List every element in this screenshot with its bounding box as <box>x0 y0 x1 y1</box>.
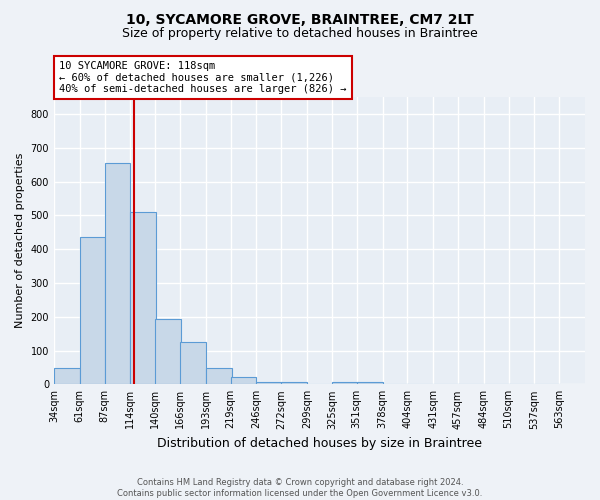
Bar <box>155 320 181 384</box>
Bar <box>104 163 130 384</box>
Bar <box>281 382 307 384</box>
Bar <box>80 238 106 384</box>
X-axis label: Distribution of detached houses by size in Braintree: Distribution of detached houses by size … <box>157 437 482 450</box>
Bar <box>332 382 358 384</box>
Text: 10, SYCAMORE GROVE, BRAINTREE, CM7 2LT: 10, SYCAMORE GROVE, BRAINTREE, CM7 2LT <box>126 12 474 26</box>
Bar <box>256 382 282 384</box>
Text: 10 SYCAMORE GROVE: 118sqm
← 60% of detached houses are smaller (1,226)
40% of se: 10 SYCAMORE GROVE: 118sqm ← 60% of detac… <box>59 61 347 94</box>
Bar <box>54 368 80 384</box>
Text: Contains HM Land Registry data © Crown copyright and database right 2024.
Contai: Contains HM Land Registry data © Crown c… <box>118 478 482 498</box>
Y-axis label: Number of detached properties: Number of detached properties <box>15 153 25 328</box>
Bar <box>357 382 383 384</box>
Text: Size of property relative to detached houses in Braintree: Size of property relative to detached ho… <box>122 28 478 40</box>
Bar <box>130 212 156 384</box>
Bar <box>180 342 206 384</box>
Bar <box>230 377 256 384</box>
Bar <box>206 368 232 384</box>
